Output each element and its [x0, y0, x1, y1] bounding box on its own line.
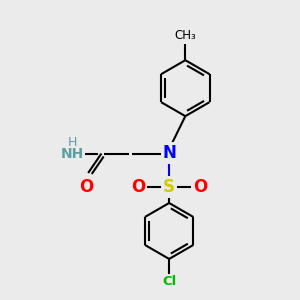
- Text: CH₃: CH₃: [175, 29, 196, 42]
- Text: Cl: Cl: [162, 275, 176, 288]
- Text: O: O: [131, 178, 145, 196]
- Text: NH: NH: [60, 146, 84, 161]
- Text: S: S: [163, 178, 175, 196]
- Text: N: N: [163, 144, 177, 162]
- Text: H: H: [68, 136, 77, 149]
- Text: O: O: [80, 178, 94, 196]
- Text: O: O: [193, 178, 207, 196]
